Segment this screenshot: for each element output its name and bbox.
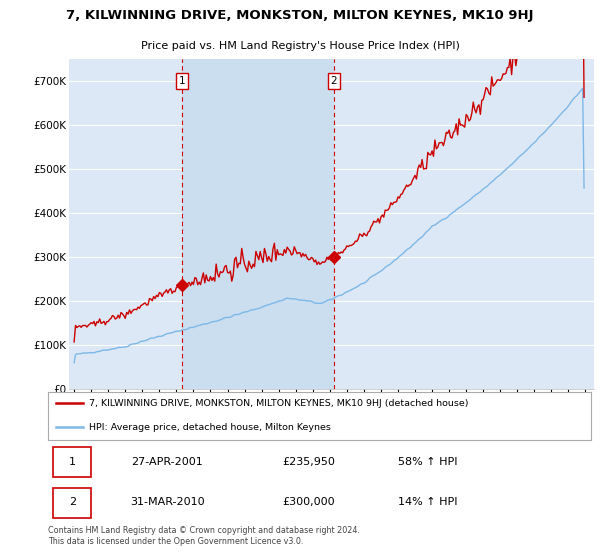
Text: HPI: Average price, detached house, Milton Keynes: HPI: Average price, detached house, Milt… <box>89 423 331 432</box>
Text: Contains HM Land Registry data © Crown copyright and database right 2024.
This d: Contains HM Land Registry data © Crown c… <box>48 526 360 546</box>
Text: 58% ↑ HPI: 58% ↑ HPI <box>398 457 458 467</box>
FancyBboxPatch shape <box>53 447 91 477</box>
Text: 31-MAR-2010: 31-MAR-2010 <box>130 497 205 507</box>
Text: £235,950: £235,950 <box>282 457 335 467</box>
Bar <box>182 59 334 389</box>
Text: 14% ↑ HPI: 14% ↑ HPI <box>398 497 458 507</box>
Text: Price paid vs. HM Land Registry's House Price Index (HPI): Price paid vs. HM Land Registry's House … <box>140 41 460 51</box>
Text: 1: 1 <box>69 457 76 467</box>
Text: 7, KILWINNING DRIVE, MONKSTON, MILTON KEYNES, MK10 9HJ: 7, KILWINNING DRIVE, MONKSTON, MILTON KE… <box>66 9 534 22</box>
Text: 2: 2 <box>69 497 76 507</box>
Text: 27-APR-2001: 27-APR-2001 <box>131 457 203 467</box>
Text: 1: 1 <box>179 76 185 86</box>
Text: £300,000: £300,000 <box>283 497 335 507</box>
FancyBboxPatch shape <box>53 488 91 518</box>
Text: 7, KILWINNING DRIVE, MONKSTON, MILTON KEYNES, MK10 9HJ (detached house): 7, KILWINNING DRIVE, MONKSTON, MILTON KE… <box>89 399 468 408</box>
Text: 2: 2 <box>331 76 337 86</box>
